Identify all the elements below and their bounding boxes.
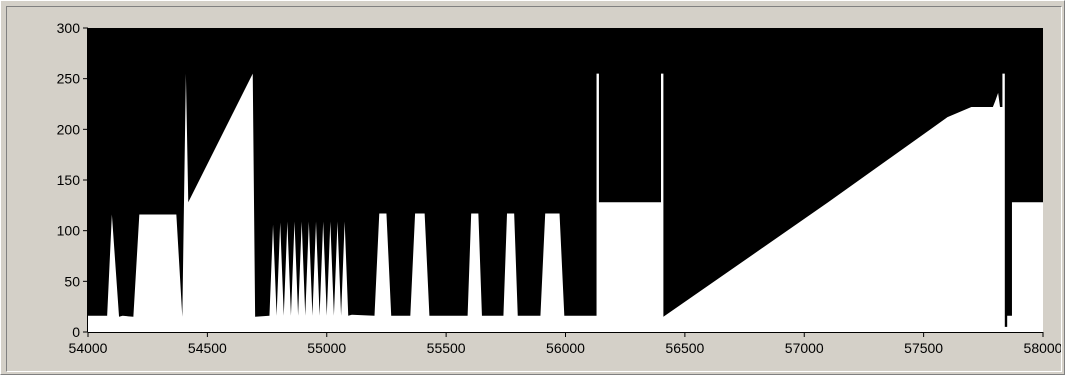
x-tick-label: 56000 — [546, 340, 585, 356]
x-tick-label: 57000 — [785, 340, 824, 356]
y-tick-label: 200 — [57, 121, 81, 137]
signal-trace — [88, 73, 1043, 332]
y-tick-label: 0 — [72, 324, 80, 340]
y-tick-label: 150 — [57, 172, 81, 188]
x-tick-label: 54000 — [69, 340, 108, 356]
x-tick-label: 54500 — [188, 340, 227, 356]
chart-panel: 0 50 100 150 200 250 300 54000 54500 55000 55500 5… — [6, 6, 1062, 372]
x-axis: 54000 54500 55000 55500 56000 56500 57000 57500… — [69, 332, 1061, 356]
x-tick-label: 58000 — [1024, 340, 1061, 356]
x-tick-label: 56500 — [665, 340, 704, 356]
y-tick-label: 100 — [57, 223, 81, 239]
x-tick-label: 57500 — [904, 340, 943, 356]
y-tick-label: 50 — [64, 273, 80, 289]
y-tick-label: 300 — [57, 20, 81, 36]
x-tick-label: 55500 — [427, 340, 466, 356]
x-tick-label: 55000 — [307, 340, 346, 356]
y-tick-label: 250 — [57, 71, 81, 87]
y-axis: 0 50 100 150 200 250 300 — [57, 20, 88, 340]
